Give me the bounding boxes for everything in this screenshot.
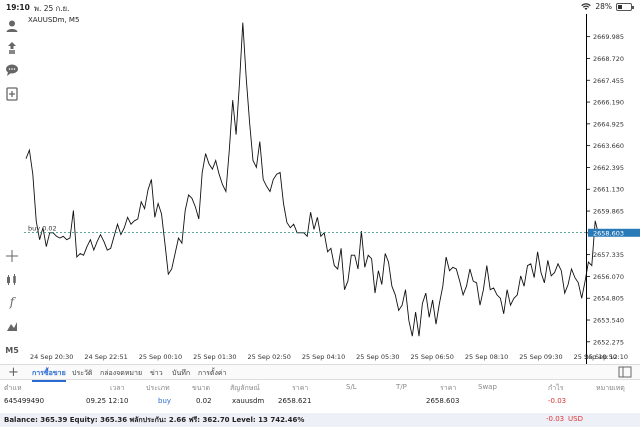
- new-order-icon[interactable]: [4, 86, 20, 102]
- col-type: ประเภท: [146, 384, 170, 392]
- left-toolbar: f M5: [0, 14, 24, 364]
- open-price: 2658.621: [278, 397, 312, 405]
- add-icon[interactable]: +: [8, 365, 19, 380]
- col-comment: หมายเหตุ: [596, 384, 625, 392]
- arrows-icon[interactable]: [4, 40, 20, 56]
- current-price: 2658.603: [426, 397, 460, 405]
- time-tick-label: 25 Sep 05:30: [356, 353, 399, 361]
- price-chart[interactable]: buy 0.02 XAUUSDm, M5: [24, 14, 610, 366]
- chat-icon[interactable]: [4, 62, 20, 78]
- price-line: [25, 22, 603, 337]
- clock: 19:10: [6, 3, 30, 12]
- tab-news[interactable]: ข่าว: [150, 369, 163, 377]
- time-tick-label: 25 Sep 09:30: [519, 353, 562, 361]
- time-tick-label: 25 Sep 12:10: [585, 353, 628, 361]
- time-tick-label: 25 Sep 01:30: [193, 353, 236, 361]
- price-tick-label: 2659.865: [593, 208, 624, 216]
- time-tick-label: 24 Sep 22:51: [84, 353, 127, 361]
- positions-header: ตำแห เวลา ประเภท ขนาด สัญลักษณ์ ราคา S/L…: [0, 382, 640, 394]
- col-sl: S/L: [346, 383, 357, 391]
- col-time: เวลา: [110, 384, 125, 392]
- open-time: 09.25 12:10: [86, 397, 129, 405]
- battery-fill: [618, 4, 622, 9]
- status-bar: 19:10 พ. 25 ก.ย. 28%: [0, 0, 640, 14]
- price-tick-label: 2664.925: [593, 120, 624, 128]
- price-tick-label: 2663.660: [593, 142, 624, 150]
- wifi-icon: [581, 2, 592, 10]
- trade-level-label: buy 0.02: [28, 224, 57, 232]
- user-icon[interactable]: [4, 18, 20, 34]
- col-swap: Swap: [478, 383, 497, 391]
- status-right: 28%: [581, 2, 634, 11]
- profit: -0.03: [548, 397, 567, 405]
- account-summary: Balance: 365.39 Equity: 365.36 พลักประกั…: [0, 413, 640, 427]
- price-axis: 2669.985 2668.720 2667.455 2666.190 2664.925…: [586, 14, 640, 366]
- price-tick-label: 2652.275: [593, 338, 624, 346]
- function-icon[interactable]: f: [9, 295, 15, 309]
- col-tp: T/P: [396, 383, 407, 391]
- time-tick-label: 25 Sep 04:10: [302, 353, 345, 361]
- total-profit: -0.03: [546, 415, 565, 423]
- ticket: 645499490: [4, 397, 45, 405]
- current-price-label: 2658.603: [593, 229, 624, 237]
- indicators-icon[interactable]: [4, 272, 20, 288]
- col-symbol: สัญลักษณ์: [230, 384, 260, 392]
- currency: USD: [568, 415, 583, 423]
- price-tick-label: 2661.130: [593, 186, 624, 194]
- price-tick-label: 2667.455: [593, 77, 624, 85]
- battery-percent: 28%: [595, 2, 612, 11]
- symbol-label: XAUUSDm, M5: [28, 16, 80, 24]
- time-tick-label: 25 Sep 08:10: [465, 353, 508, 361]
- order-type: buy: [158, 397, 172, 405]
- position-row[interactable]: 645499490 09.25 12:10 buy 0.02 xauusdm 2…: [0, 396, 640, 410]
- price-tick-label: 2668.720: [593, 55, 624, 63]
- price-tick-label: 2657.335: [593, 251, 624, 259]
- col-ticket: ตำแห: [4, 384, 22, 392]
- time-tick-label: 25 Sep 02:50: [247, 353, 290, 361]
- time-tick-label: 25 Sep 10:50: [574, 353, 617, 361]
- price-tick-label: 2669.985: [593, 33, 624, 41]
- battery-icon: [616, 2, 634, 11]
- time-axis: 24 Sep 20:30 24 Sep 22:51 25 Sep 00:10 25 S…: [30, 353, 628, 361]
- crosshair-icon[interactable]: [4, 248, 20, 264]
- current-price-badge: [588, 228, 640, 237]
- timeframe-button[interactable]: M5: [5, 345, 19, 355]
- volume: 0.02: [196, 397, 212, 405]
- price-tick-label: 2654.805: [593, 295, 624, 303]
- tab-settings[interactable]: การตั้งค่า: [198, 369, 227, 377]
- time-tick-label: 25 Sep 00:10: [139, 353, 182, 361]
- symbol: xauusdm: [232, 397, 265, 405]
- col-profit: กำไร: [548, 384, 564, 392]
- time-tick-label: 24 Sep 20:30: [30, 353, 73, 361]
- terminal-tabs: + การซื้อขาย ประวัติ กล่องจดหมาย ข่าว บั…: [0, 364, 640, 382]
- objects-icon[interactable]: [4, 318, 20, 334]
- price-tick-label: 2656.070: [593, 273, 624, 281]
- tab-history[interactable]: ประวัติ: [72, 369, 93, 377]
- toggle-panel-icon[interactable]: [618, 366, 632, 378]
- tab-mailbox[interactable]: กล่องจดหมาย: [100, 369, 143, 377]
- date: พ. 25 ก.ย.: [34, 4, 70, 13]
- time-tick-label: 25 Sep 06:50: [411, 353, 454, 361]
- col-price: ราคา: [292, 384, 309, 392]
- tab-journal[interactable]: บันทึก: [172, 369, 191, 377]
- price-tick-label: 2666.190: [593, 99, 624, 107]
- col-volume: ขนาด: [192, 384, 211, 392]
- chart-canvas[interactable]: buy 0.02: [24, 14, 610, 366]
- tab-trade[interactable]: การซื้อขาย: [32, 368, 66, 382]
- price-tick-label: 2653.540: [593, 317, 624, 325]
- col-current-price: ราคา: [440, 384, 457, 392]
- account-summary-text: Balance: 365.39 Equity: 365.36 พลักประกั…: [4, 416, 305, 424]
- price-tick-label: 2662.395: [593, 164, 624, 172]
